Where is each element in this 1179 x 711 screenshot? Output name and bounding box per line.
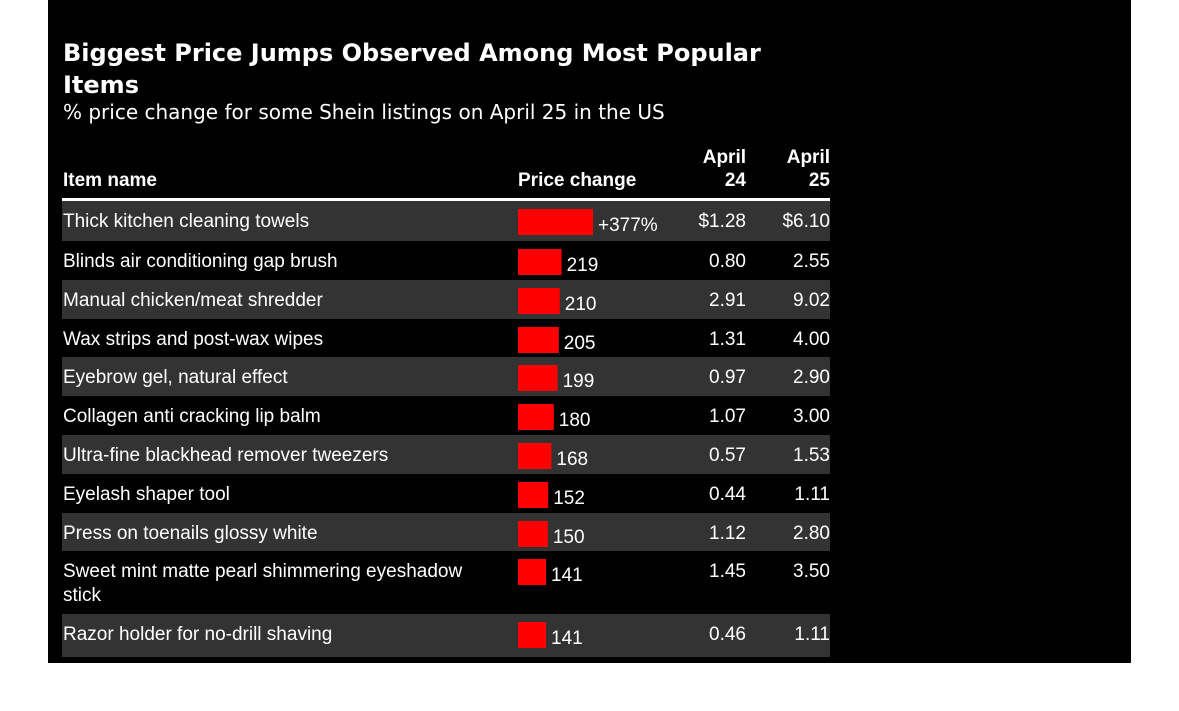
april-24-price-cell: 0.97 — [709, 367, 746, 388]
item-name-cell: Eyelash shaper tool — [63, 484, 230, 505]
price-change-label: 141 — [551, 628, 583, 649]
table-row — [62, 241, 830, 280]
price-change-bar — [518, 327, 559, 353]
table-row — [62, 513, 830, 551]
april-25-price-cell: 9.02 — [793, 290, 830, 311]
april-25-price-cell: 1.53 — [793, 445, 830, 466]
price-change-label: 180 — [559, 410, 591, 431]
price-change-bar — [518, 404, 554, 430]
price-change-bar — [518, 559, 547, 585]
item-name-cell: Razor holder for no-drill shaving — [63, 624, 332, 645]
april-25-price-cell: 2.55 — [793, 251, 830, 272]
april-24-price-cell: 0.44 — [709, 484, 746, 505]
price-change-label: +377% — [598, 215, 658, 236]
april-24-price-cell: 1.12 — [709, 523, 746, 544]
april-25-price-cell: 2.90 — [793, 367, 830, 388]
april-24-price-cell: 2.91 — [709, 290, 746, 311]
item-name-cell: Manual chicken/meat shredder — [63, 290, 323, 311]
price-change-bar — [518, 209, 593, 235]
table-row — [62, 614, 830, 657]
april-24-price-cell: 1.31 — [709, 329, 746, 350]
price-change-bar — [518, 622, 547, 648]
item-name-cell: Blinds air conditioning gap brush — [63, 251, 338, 272]
april-24-price-cell: 1.45 — [709, 561, 746, 582]
price-change-label: 152 — [553, 488, 585, 509]
price-change-bar — [518, 365, 558, 391]
table-row — [62, 435, 830, 474]
april-25-price-cell: 4.00 — [793, 329, 830, 350]
april-25-price-cell: 3.50 — [793, 561, 830, 582]
item-name-cell: Press on toenails glossy white — [63, 523, 318, 544]
table-row — [62, 474, 830, 513]
item-name-cell: Sweet mint matte pearl shimmering eyesha… — [63, 561, 462, 606]
price-change-label: 150 — [553, 527, 585, 548]
price-change-bar — [518, 288, 560, 314]
price-change-label: 141 — [551, 565, 583, 586]
table-row — [62, 319, 830, 357]
chart-subtitle: % price change for some Shein listings o… — [63, 100, 665, 124]
april-24-price-cell: 0.57 — [709, 445, 746, 466]
april-25-price-cell: 3.00 — [793, 406, 830, 427]
item-name-cell: Collagen anti cracking lip balm — [63, 406, 321, 427]
price-change-label: 199 — [563, 371, 595, 392]
chart-title: Biggest Price Jumps Observed Among Most … — [63, 39, 761, 99]
table-row — [62, 201, 830, 241]
april-24-price-cell: 1.07 — [709, 406, 746, 427]
price-change-label: 219 — [567, 255, 599, 276]
price-change-bar — [518, 249, 562, 275]
column-header-april-24: April 24 — [703, 147, 747, 191]
item-name-cell: Eyebrow gel, natural effect — [63, 367, 288, 388]
april-25-price-cell: 2.80 — [793, 523, 830, 544]
april-25-price-cell: $6.10 — [782, 211, 830, 232]
table-row — [62, 396, 830, 435]
price-change-label: 210 — [565, 294, 597, 315]
price-change-bar — [518, 482, 549, 508]
header-rule — [62, 198, 830, 201]
item-name-cell: Wax strips and post-wax wipes — [63, 329, 323, 350]
column-header-item-name: Item name — [63, 170, 157, 191]
april-25-price-cell: 1.11 — [794, 624, 830, 645]
april-24-price-cell: $1.28 — [698, 211, 746, 232]
april-25-price-cell: 1.11 — [794, 484, 830, 505]
column-header-april-25: April 25 — [787, 147, 831, 191]
price-change-bar — [518, 521, 548, 547]
table-row — [62, 357, 830, 396]
april-24-price-cell: 0.46 — [709, 624, 746, 645]
price-change-label: 168 — [556, 449, 588, 470]
item-name-cell: Thick kitchen cleaning towels — [63, 211, 309, 232]
table-row — [62, 551, 830, 614]
april-24-price-cell: 0.80 — [709, 251, 746, 272]
price-change-label: 205 — [564, 333, 596, 354]
table-row — [62, 280, 830, 319]
price-change-bar — [518, 443, 552, 469]
column-header-price-change: Price change — [518, 170, 636, 191]
item-name-cell: Ultra-fine blackhead remover tweezers — [63, 445, 388, 466]
